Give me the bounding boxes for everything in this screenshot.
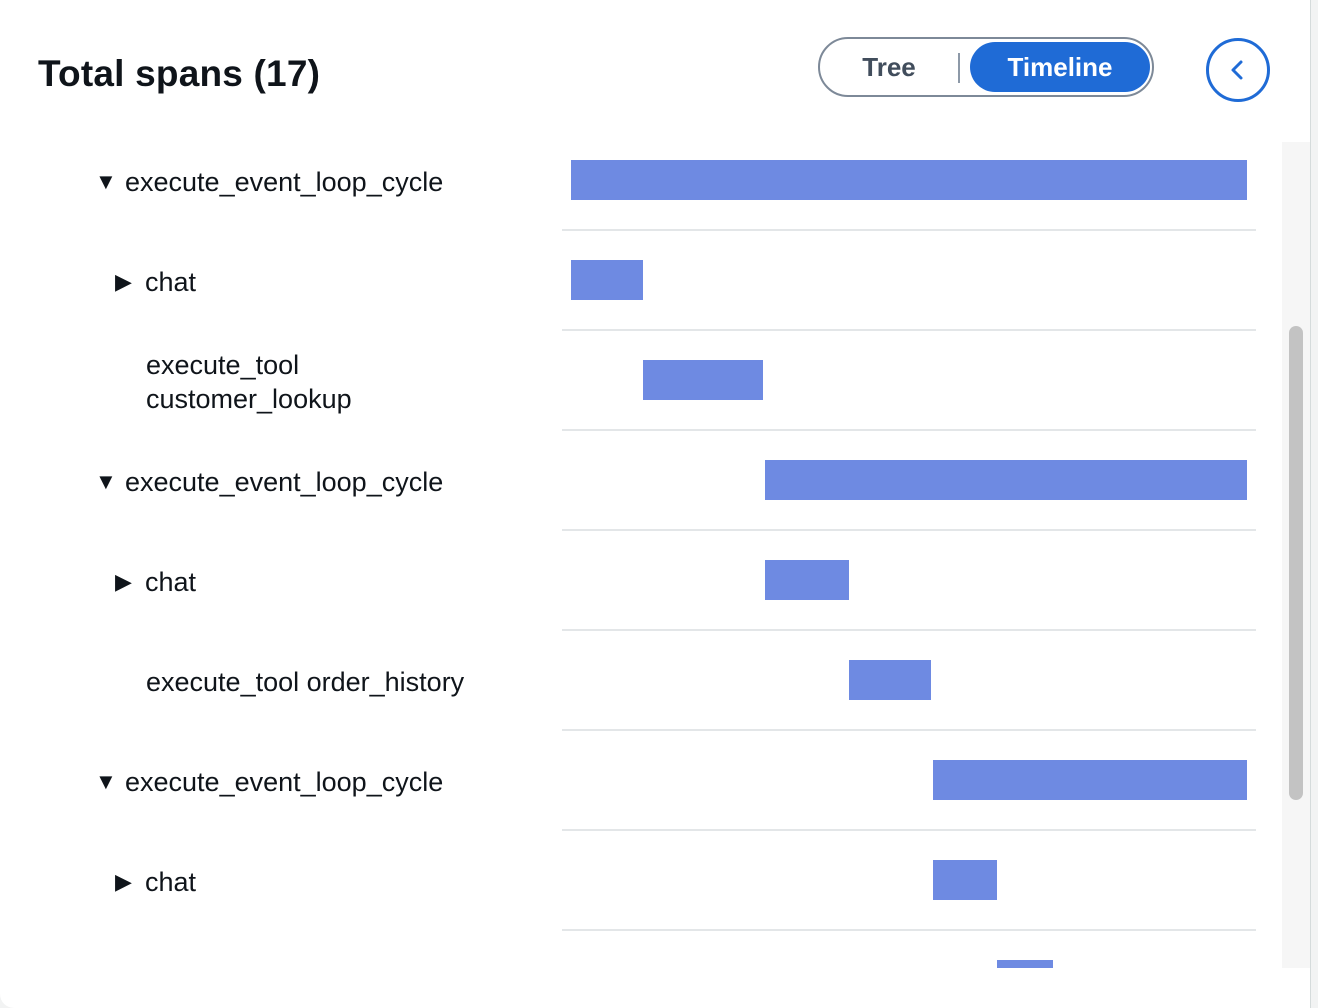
span-row[interactable]: execute_tool customer_lookup (0, 342, 1282, 442)
row-divider (562, 429, 1256, 431)
span-row[interactable]: ▶ chat (0, 842, 1282, 942)
span-timeline: ▼ execute_event_loop_cycle ▶ chat execute_to… (0, 142, 1282, 968)
span-label: ▶ chat (115, 242, 196, 322)
span-label: ▼ execute_event_loop_cycle (95, 742, 443, 822)
span-bar[interactable] (643, 360, 763, 400)
span-bar[interactable] (849, 660, 931, 700)
span-row[interactable]: ▼ execute_event_loop_cycle (0, 742, 1282, 842)
span-row[interactable]: ▼ execute_event_loop_cycle (0, 442, 1282, 542)
span-row[interactable]: ▶ chat (0, 242, 1282, 342)
span-name: execute_event_loop_cycle (125, 467, 444, 497)
caret-down-icon[interactable]: ▼ (95, 769, 117, 794)
chevron-left-icon (1231, 60, 1243, 80)
span-label: ▶ chat (115, 542, 196, 622)
span-bar[interactable] (933, 860, 997, 900)
span-bar[interactable] (765, 560, 849, 600)
span-bar[interactable] (765, 460, 1247, 500)
caret-right-icon[interactable]: ▶ (115, 269, 132, 294)
row-divider (562, 529, 1256, 531)
span-row[interactable]: ▼ execute_event_loop_cycle (0, 142, 1282, 242)
caret-right-icon[interactable]: ▶ (115, 569, 132, 594)
span-name: execute_event_loop_cycle (125, 167, 444, 197)
caret-right-icon[interactable]: ▶ (115, 869, 132, 894)
span-bar[interactable] (997, 960, 1053, 968)
toggle-divider (958, 53, 960, 83)
span-name: chat (145, 567, 197, 597)
timeline-view-button[interactable]: Timeline (970, 42, 1150, 92)
span-row[interactable]: ▶ chat (0, 542, 1282, 642)
span-name: chat (145, 867, 197, 897)
row-divider (562, 629, 1256, 631)
span-bar[interactable] (571, 260, 643, 300)
caret-down-icon[interactable]: ▼ (95, 169, 117, 194)
span-label: execute_tool order_history (146, 642, 464, 722)
span-label: ▼ execute_event_loop_cycle (95, 142, 443, 222)
tree-view-button[interactable]: Tree (862, 51, 916, 82)
span-bar[interactable] (933, 760, 1247, 800)
caret-down-icon[interactable]: ▼ (95, 469, 117, 494)
scrollbar-thumb[interactable] (1289, 326, 1303, 800)
view-toggle: Tree Timeline (818, 37, 1154, 97)
span-label: ▶ chat (115, 842, 196, 922)
span-name: execute_tool customer_lookup (146, 350, 352, 414)
span-name: execute_tool order_history (146, 667, 465, 697)
span-bar[interactable] (571, 160, 1247, 200)
span-name: execute_event_loop_cycle (125, 767, 444, 797)
span-label: execute_tool customer_lookup (146, 342, 352, 422)
span-row[interactable] (0, 942, 1282, 968)
page-title: Total spans (17) (38, 53, 321, 94)
row-divider (562, 229, 1256, 231)
collapse-panel-button[interactable] (1206, 38, 1270, 102)
span-name: chat (145, 267, 197, 297)
row-divider (562, 829, 1256, 831)
row-divider (562, 329, 1256, 331)
row-divider (562, 729, 1256, 731)
span-row[interactable]: execute_tool order_history (0, 642, 1282, 742)
row-divider (562, 929, 1256, 931)
span-label: ▼ execute_event_loop_cycle (95, 442, 443, 522)
